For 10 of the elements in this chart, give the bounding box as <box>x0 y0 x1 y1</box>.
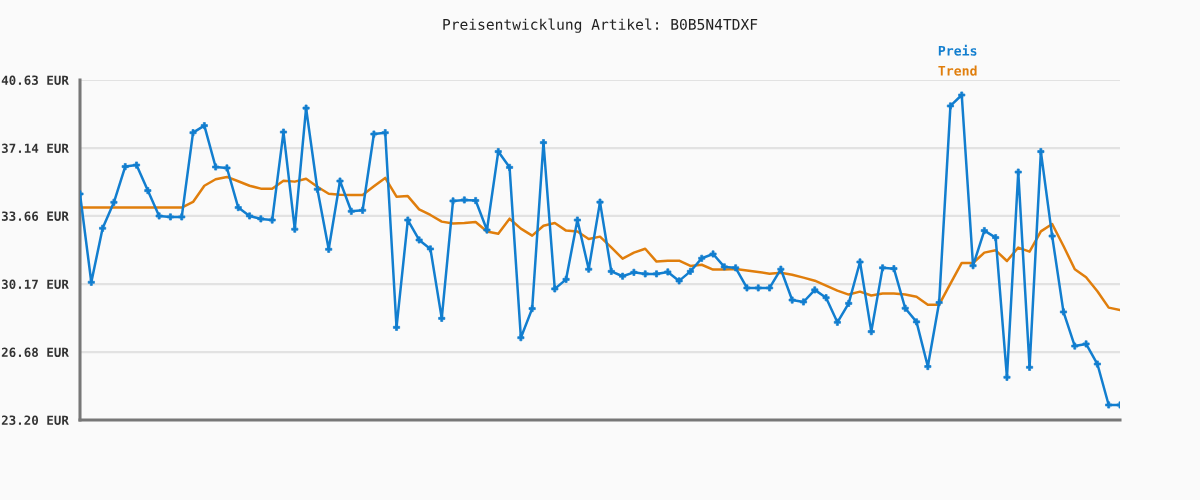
text: Trend <box>938 65 977 76</box>
y-tick-label: 26.68 EUR <box>1 347 69 358</box>
text: Preis <box>938 44 977 56</box>
chart-title: Preisentwicklung Artikel: B0B5N4TDXF <box>443 18 758 33</box>
y-tick-label: 33.66 EUR <box>1 211 69 221</box>
line-series <box>80 175 1120 312</box>
y-tick-label: 23.20 EUR <box>1 415 69 425</box>
y-tick-label: 37.14 EUR <box>1 143 69 153</box>
y-tick-label: 30.17 EUR <box>1 279 69 289</box>
y-tick-label: 40.63 EUR <box>1 75 69 85</box>
